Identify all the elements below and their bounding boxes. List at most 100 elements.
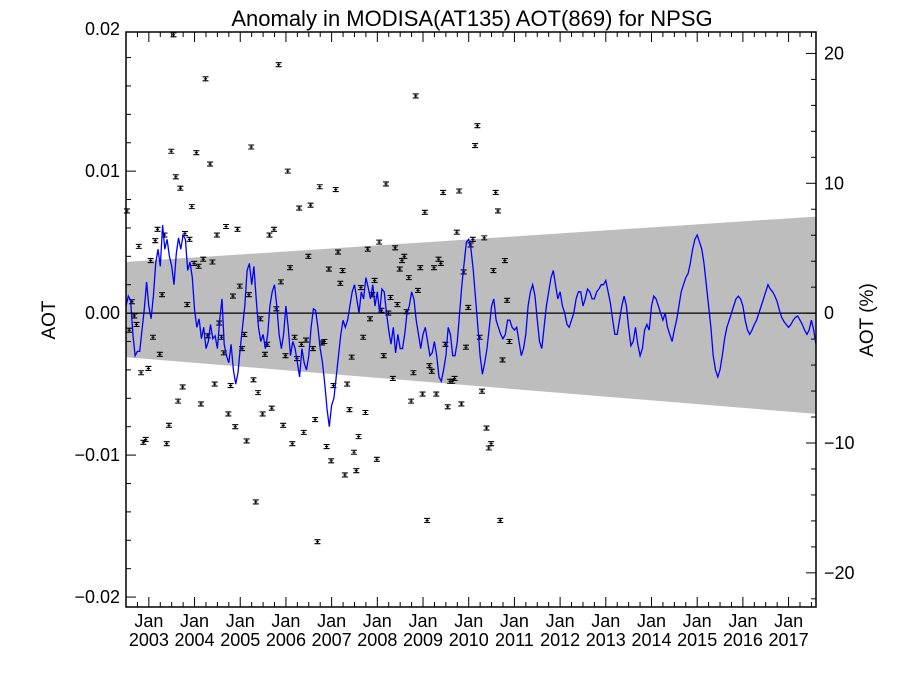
data-point xyxy=(268,405,275,411)
data-point xyxy=(261,351,268,357)
data-point xyxy=(209,259,216,265)
data-point xyxy=(234,226,241,232)
data-point xyxy=(348,354,355,360)
data-point xyxy=(241,331,248,337)
data-point xyxy=(312,417,319,423)
data-point xyxy=(188,204,195,210)
x-tick-label-month: Jan xyxy=(683,611,712,631)
data-point xyxy=(367,316,374,322)
data-point xyxy=(298,341,305,347)
data-point xyxy=(152,238,159,244)
data-point xyxy=(373,456,380,462)
data-point xyxy=(476,334,483,340)
data-point xyxy=(289,441,296,447)
y-tick-label: 0.00 xyxy=(85,303,120,323)
data-point xyxy=(364,246,371,252)
x-tick-label-year: 2015 xyxy=(677,630,717,650)
data-point xyxy=(437,260,444,266)
data-point xyxy=(140,439,147,445)
x-tick-label-month: Jan xyxy=(226,611,255,631)
data-point xyxy=(191,260,198,266)
data-point xyxy=(339,267,346,274)
data-point xyxy=(165,422,172,428)
data-point xyxy=(220,350,227,356)
y2-tick-label: 0 xyxy=(824,303,834,323)
data-point xyxy=(426,363,433,369)
data-point xyxy=(504,297,511,303)
data-point xyxy=(229,293,236,299)
data-point xyxy=(337,280,344,286)
data-point xyxy=(284,168,291,174)
data-point xyxy=(147,258,154,264)
x-tick-label-month: Jan xyxy=(546,611,575,631)
data-point xyxy=(255,390,262,396)
data-point xyxy=(181,231,188,237)
data-point xyxy=(200,256,207,262)
x-tick-label-month: Jan xyxy=(271,611,300,631)
data-point xyxy=(202,76,209,82)
data-point xyxy=(424,517,431,523)
x-tick-label-month: Jan xyxy=(637,611,666,631)
data-point xyxy=(177,185,184,191)
data-point xyxy=(207,161,214,167)
data-point xyxy=(170,32,177,38)
data-point xyxy=(275,62,282,68)
data-point xyxy=(172,174,179,180)
data-point xyxy=(328,458,335,464)
data-point xyxy=(449,378,456,384)
data-point xyxy=(485,445,492,451)
x-tick-label-month: Jan xyxy=(134,611,163,631)
data-point xyxy=(385,310,392,316)
plot-area: 0.020.010.00−0.01−0.0220100−10−20Jan2003… xyxy=(74,19,854,650)
data-point xyxy=(257,316,264,322)
data-point xyxy=(123,208,130,214)
data-point xyxy=(453,229,460,235)
data-point xyxy=(264,341,271,347)
x-tick-label-month: Jan xyxy=(591,611,620,631)
data-point xyxy=(378,307,385,313)
data-point xyxy=(376,239,383,245)
data-point xyxy=(428,368,435,374)
data-point xyxy=(211,381,218,387)
data-point xyxy=(287,265,294,271)
data-point xyxy=(131,313,138,319)
chart-title: Anomaly in MODISA(AT135) AOT(869) for NP… xyxy=(231,6,712,31)
y-tick-label: −0.02 xyxy=(74,587,120,607)
data-point xyxy=(444,404,451,410)
data-point xyxy=(259,411,266,417)
x-tick-label-year: 2017 xyxy=(769,630,809,650)
data-point xyxy=(309,346,316,352)
data-point xyxy=(135,243,142,249)
data-point xyxy=(474,123,481,129)
x-tick-label-month: Jan xyxy=(774,611,803,631)
data-point xyxy=(218,334,225,340)
x-tick-label-year: 2005 xyxy=(220,630,260,650)
data-point xyxy=(481,235,488,241)
x-tick-label-year: 2016 xyxy=(723,630,763,650)
data-point xyxy=(266,232,273,238)
data-point xyxy=(442,341,449,347)
data-point xyxy=(296,205,303,211)
data-point xyxy=(394,302,401,308)
data-point xyxy=(305,253,312,259)
x-tick-label-month: Jan xyxy=(500,611,529,631)
y2-tick-label: 20 xyxy=(824,43,844,63)
data-point xyxy=(161,232,168,238)
data-point xyxy=(483,425,490,431)
data-point xyxy=(405,275,412,281)
data-point xyxy=(168,148,175,154)
data-point xyxy=(369,292,376,298)
data-point xyxy=(465,304,472,310)
data-point xyxy=(282,353,289,359)
data-point xyxy=(335,249,342,255)
data-point xyxy=(300,429,307,435)
y2-tick-label: 10 xyxy=(824,173,844,193)
plot-frame xyxy=(125,31,817,608)
x-tick-label-year: 2011 xyxy=(495,630,534,650)
data-point xyxy=(472,143,479,149)
y2-tick-label: −10 xyxy=(824,433,855,453)
data-point xyxy=(163,441,170,447)
data-point xyxy=(223,223,230,230)
data-point xyxy=(252,499,259,505)
data-point xyxy=(245,292,252,298)
